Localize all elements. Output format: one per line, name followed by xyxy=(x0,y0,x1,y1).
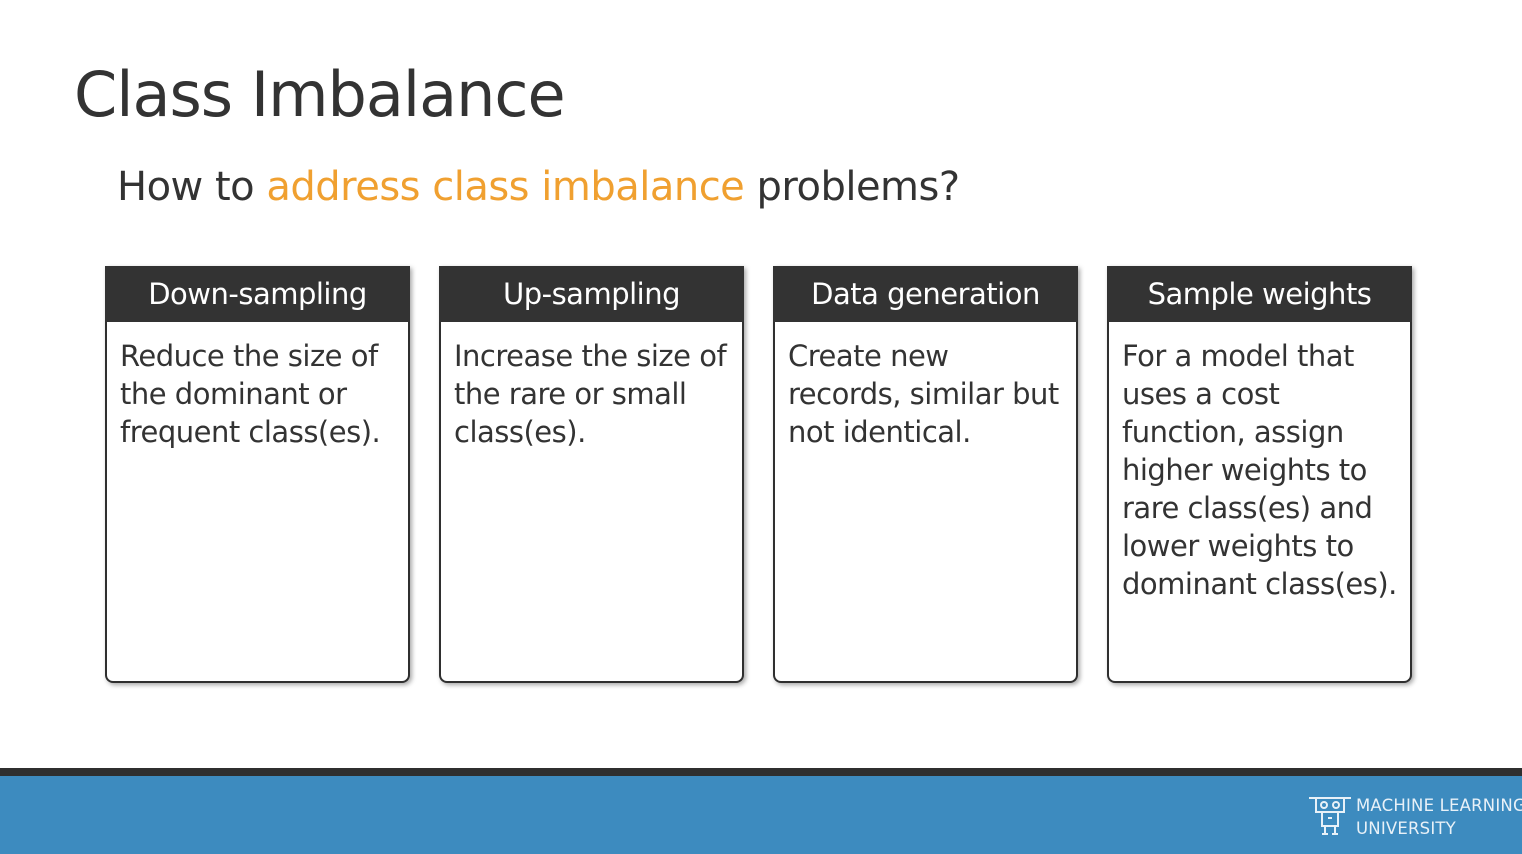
card-body: Create new records, similar but not iden… xyxy=(788,339,1059,449)
card-header: Sample weights xyxy=(1107,266,1412,322)
footer-bar xyxy=(0,776,1522,854)
card-up-sampling: Up-sampling Increase the size of the rar… xyxy=(439,266,744,683)
card-header: Data generation xyxy=(773,266,1078,322)
subtitle-prefix: How to xyxy=(117,164,267,210)
card-body: Increase the size of the rare or small c… xyxy=(454,339,727,449)
card-header: Up-sampling xyxy=(439,266,744,322)
slide-title: Class Imbalance xyxy=(74,58,566,131)
card-body: Reduce the size of the dominant or frequ… xyxy=(120,339,381,449)
footer-divider xyxy=(0,768,1522,776)
mlu-brand: MACHINE LEARNING UNIVERSITY xyxy=(1356,794,1522,840)
subtitle-highlight: address class imbalance xyxy=(266,164,745,210)
card-data-generation: Data generation Create new records, simi… xyxy=(773,266,1078,683)
subtitle-suffix: problems? xyxy=(744,164,961,210)
card-sample-weights: Sample weights For a model that uses a c… xyxy=(1107,266,1412,683)
slide-subtitle: How to address class imbalance problems? xyxy=(117,164,960,210)
card-header: Down-sampling xyxy=(105,266,410,322)
card-down-sampling: Down-sampling Reduce the size of the dom… xyxy=(105,266,410,683)
brand-line-1: MACHINE LEARNING xyxy=(1356,796,1522,815)
card-body: For a model that uses a cost function, a… xyxy=(1122,339,1397,601)
mlu-robot-icon xyxy=(1309,797,1351,835)
brand-line-2: UNIVERSITY xyxy=(1356,819,1456,838)
